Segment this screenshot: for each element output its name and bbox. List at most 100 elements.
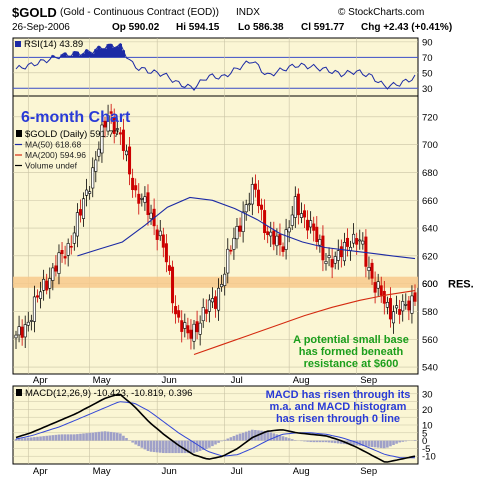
- candle-body: [364, 236, 368, 267]
- macd-histogram-bar: [214, 440, 217, 445]
- price-tick-label: 540: [422, 363, 438, 374]
- rsi-tick-label: 50: [422, 68, 433, 79]
- price-annotation: has formed beneath: [299, 346, 404, 358]
- macd-histogram-bar: [91, 432, 95, 441]
- macd-tick-label: -10: [422, 452, 436, 463]
- candle-body: [100, 124, 104, 154]
- price-month-label: Sep: [360, 375, 377, 386]
- header-date: 26-Sep-2006: [12, 22, 70, 33]
- candle-body: [32, 296, 36, 322]
- candle-body: [290, 214, 294, 226]
- candle-body: [158, 230, 162, 237]
- candle-body: [324, 261, 328, 264]
- macd-line: [15, 393, 416, 463]
- candle-body: [69, 245, 73, 248]
- price-tick-label: 560: [422, 335, 438, 346]
- macd-histogram-bar: [333, 440, 337, 444]
- candle-body: [140, 198, 144, 200]
- candle-body: [352, 233, 356, 244]
- macd-histogram-bar: [318, 440, 322, 443]
- candle-body: [315, 226, 319, 242]
- macd-histogram-bar: [208, 440, 211, 448]
- candle-body: [339, 246, 343, 258]
- rsi-legend: RSI(14) 43.89: [24, 39, 83, 50]
- macd-histogram-bar: [174, 440, 177, 454]
- price-tick-label: 580: [422, 307, 438, 318]
- macd-histogram-bar: [379, 440, 383, 448]
- macd-histogram-bar: [125, 438, 128, 441]
- candle-body: [342, 242, 346, 262]
- macd-histogram-bar: [312, 440, 316, 443]
- price-tick-label: 700: [422, 140, 438, 151]
- macd-histogram-bar: [39, 436, 42, 441]
- candle-body: [260, 204, 264, 210]
- candle-body: [57, 252, 61, 274]
- macd-histogram-bar: [198, 440, 202, 451]
- macd-histogram-bar: [392, 440, 395, 445]
- candle-body: [266, 231, 270, 236]
- macd-histogram-bar: [103, 431, 107, 441]
- candle-body: [318, 239, 322, 246]
- candle-body: [293, 196, 297, 218]
- ma50-line: [77, 196, 416, 260]
- candle-body: [137, 193, 141, 204]
- macd-month-label: Sep: [360, 466, 377, 477]
- macd-histogram-bar: [57, 434, 61, 441]
- candle-body: [14, 334, 18, 339]
- price-tick-label: 620: [422, 251, 438, 262]
- candle-body: [103, 120, 107, 128]
- macd-histogram-bar: [119, 433, 122, 441]
- macd-histogram-group: [14, 429, 417, 454]
- macd-histogram-bar: [162, 440, 165, 454]
- macd-histogram-bar: [158, 440, 162, 453]
- candle-body: [263, 210, 267, 234]
- macd-histogram-bar: [251, 429, 254, 441]
- macd-histogram-bar: [112, 432, 116, 441]
- candle-body: [379, 285, 383, 296]
- price-month-label: Jul: [231, 375, 243, 386]
- macd-histogram-bar: [340, 440, 343, 444]
- candle-body: [177, 310, 181, 318]
- candle-body: [29, 320, 33, 322]
- macd-histogram-bar: [373, 440, 377, 448]
- candle-body: [226, 248, 230, 274]
- candle-body: [121, 129, 125, 151]
- price-legend-item: MA(200) 594.96: [25, 150, 86, 160]
- candle-body: [60, 250, 64, 255]
- macd-histogram-bar: [131, 440, 134, 443]
- macd-histogram-bar: [106, 431, 110, 441]
- macd-histogram-bar: [401, 440, 405, 442]
- header-close: Cl 591.77: [301, 22, 345, 33]
- candle-body: [45, 280, 49, 291]
- candle-body: [115, 128, 119, 130]
- candle-body: [204, 309, 208, 314]
- macd-histogram-bar: [149, 440, 153, 452]
- macd-histogram-bar: [330, 440, 334, 443]
- candle-body: [244, 204, 248, 213]
- macd-histogram-bar: [306, 440, 309, 442]
- macd-annotation: m.a. and MACD histogram: [270, 401, 407, 413]
- macd-histogram-bar: [122, 435, 125, 441]
- candle-body: [149, 212, 153, 219]
- candle-body: [23, 324, 27, 338]
- macd-histogram-bar: [189, 440, 193, 454]
- macd-legend: MACD(12,26,9) -10.423, -10.819, 0.396: [25, 388, 192, 399]
- price-month-label: Apr: [33, 375, 48, 386]
- candle-body: [398, 309, 402, 315]
- candle-body: [63, 256, 67, 259]
- candle-body: [385, 302, 389, 308]
- macd-tick-label: -5: [422, 444, 430, 455]
- price-month-label: May: [93, 375, 111, 386]
- macd-histogram-bar: [14, 439, 18, 441]
- candle-body: [155, 229, 159, 240]
- candle-body: [330, 259, 334, 268]
- candle-body: [20, 326, 24, 338]
- macd-tick-label: 30: [422, 389, 433, 400]
- candle-body: [303, 210, 307, 218]
- rsi-legend-swatch: [15, 41, 21, 47]
- candle-body: [388, 298, 392, 320]
- macd-histogram-bar: [376, 440, 380, 448]
- macd-histogram-bar: [217, 440, 220, 443]
- candle-body: [146, 192, 150, 215]
- candle-body: [376, 281, 380, 289]
